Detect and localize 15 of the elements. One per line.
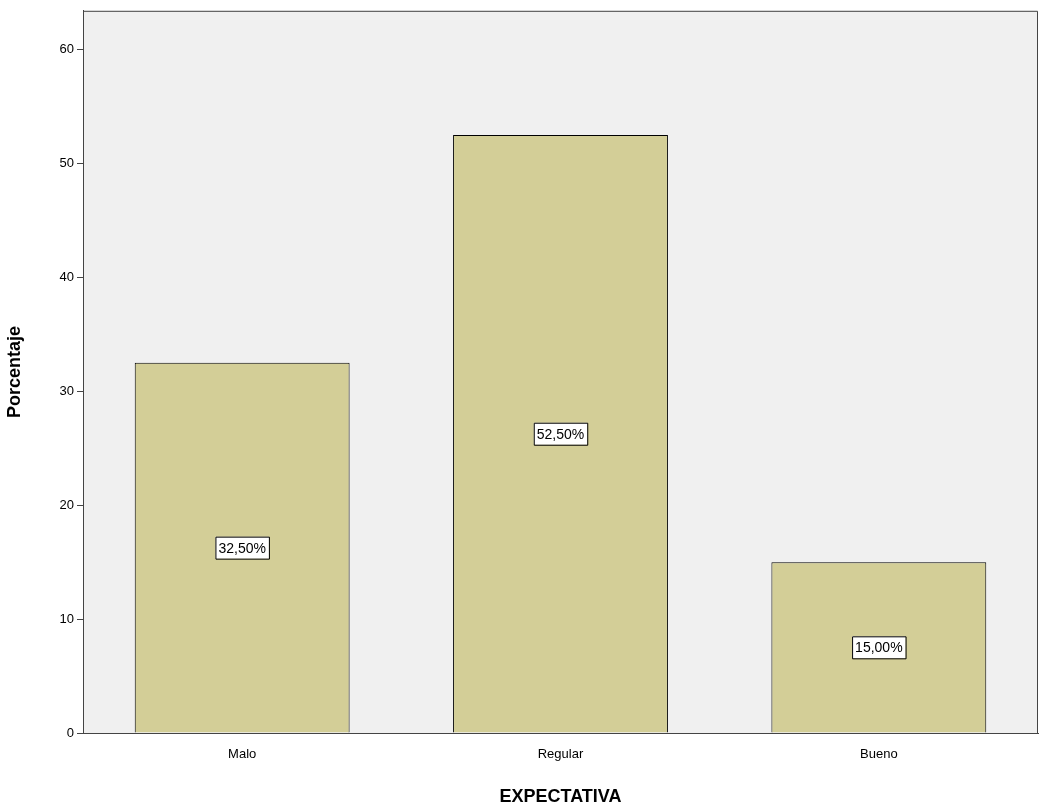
y-tick-label: 20 bbox=[59, 496, 74, 512]
y-tick-label: 0 bbox=[66, 724, 74, 740]
data-label: 15,00% bbox=[855, 639, 903, 656]
x-tick-label: Malo bbox=[228, 746, 257, 762]
y-tick-label: 60 bbox=[59, 41, 74, 57]
y-tick-label: 10 bbox=[59, 610, 74, 626]
y-tick-label: 50 bbox=[59, 155, 74, 171]
data-label: 52,50% bbox=[536, 425, 585, 442]
y-tick-label: 40 bbox=[59, 268, 74, 284]
x-tick-label: Bueno bbox=[860, 746, 898, 762]
y-tick-label: 30 bbox=[59, 382, 74, 398]
data-label: 32,50% bbox=[218, 539, 266, 556]
x-axis-title: EXPECTATIVA bbox=[499, 786, 622, 807]
x-tick-label: Regular bbox=[537, 746, 584, 762]
y-axis-title: Porcentaje bbox=[3, 325, 24, 418]
